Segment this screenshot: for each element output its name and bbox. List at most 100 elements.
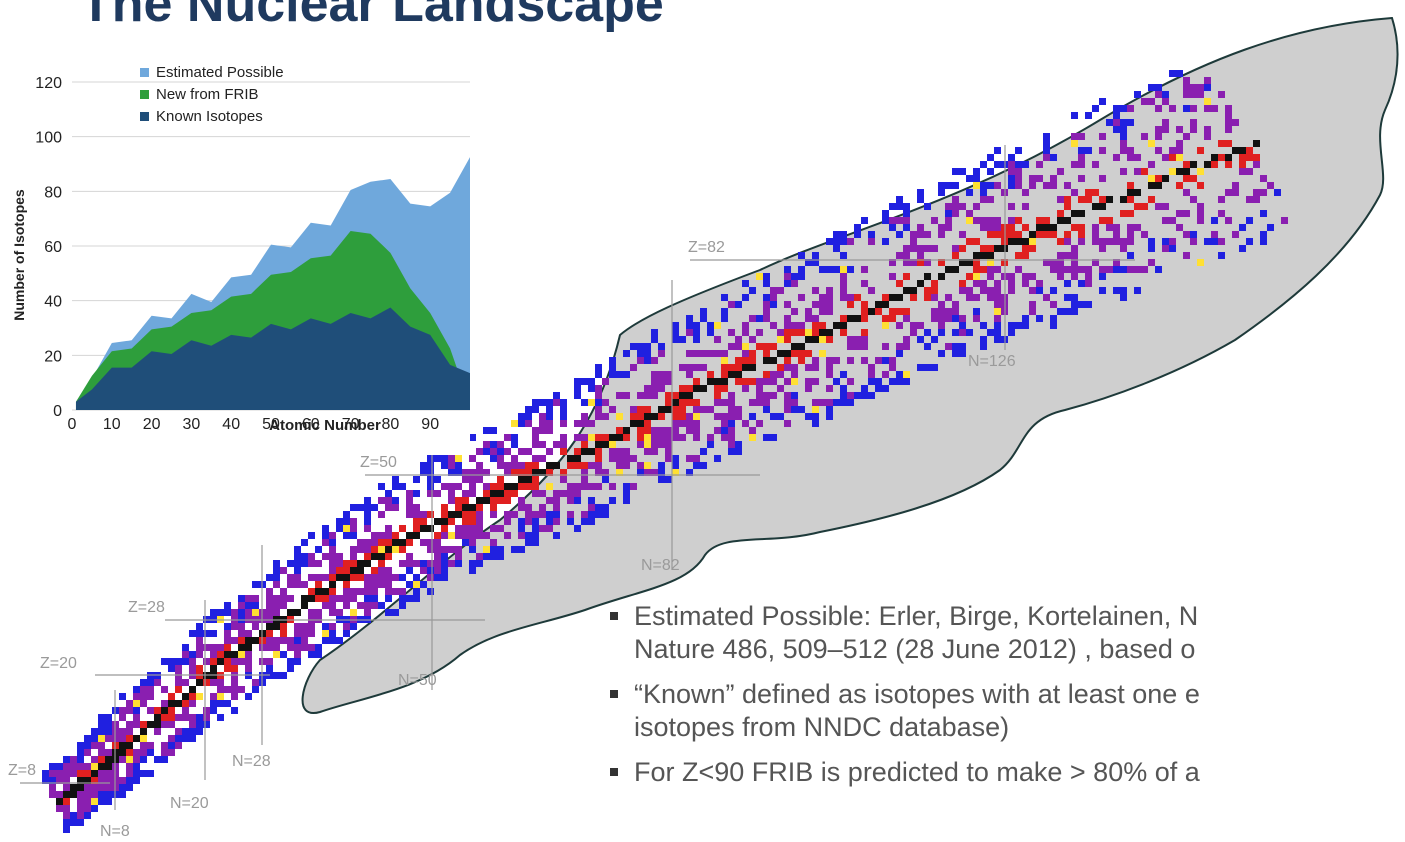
stable-nuclide-cell [1036,224,1043,231]
nuclide-cell [427,574,434,581]
stable-nuclide-cell [651,413,658,420]
nuclide-cell [343,581,350,588]
nuclide-cell [105,784,112,791]
nuclide-cell [469,434,476,441]
nuclide-cell [616,413,623,420]
nuclide-cell [1211,217,1218,224]
nuclide-cell [434,455,441,462]
stable-nuclide-cell [371,553,378,560]
nuclide-cell [665,371,672,378]
nuclide-cell [931,287,938,294]
nuclide-cell [98,749,105,756]
inset-y-tick-label: 100 [35,130,62,147]
nuclide-cell [175,658,182,665]
nuclide-cell [476,462,483,469]
nuclide-cell [931,294,938,301]
stable-nuclide-cell [826,329,833,336]
nuclide-cell [371,504,378,511]
stable-nuclide-cell [385,546,392,553]
nuclide-cell [1246,147,1253,154]
nuclide-cell [294,567,301,574]
nuclide-cell [623,434,630,441]
nuclide-cell [294,623,301,630]
stable-nuclide-cell [581,448,588,455]
nuclide-cell [553,504,560,511]
nuclide-cell [1190,105,1197,112]
nuclide-cell [609,441,616,448]
nuclide-cell [1113,259,1120,266]
nuclide-cell [245,609,252,616]
nuclide-cell [973,168,980,175]
nuclide-cell [1008,203,1015,210]
nuclide-cell [819,308,826,315]
nuclide-cell [924,294,931,301]
nuclide-cell [441,567,448,574]
nuclide-cell [959,343,966,350]
nuclide-cell [1050,315,1057,322]
nuclide-cell [511,434,518,441]
nuclide-cell [847,357,854,364]
nuclide-cell [469,455,476,462]
nuclide-cell [735,357,742,364]
nuclide-cell [700,462,707,469]
stable-nuclide-cell [245,644,252,651]
nuclide-cell [329,546,336,553]
nuclide-cell [1155,175,1162,182]
nuclide-cell [364,518,371,525]
nuclide-cell [826,336,833,343]
nuclide-cell [1169,70,1176,77]
nuclide-cell [224,644,231,651]
nuclide-cell [987,245,994,252]
nuclide-cell [1127,238,1134,245]
nuclide-cell [1155,133,1162,140]
stable-nuclide-cell [966,259,973,266]
nuclide-cell [252,623,259,630]
nuclide-cell [1022,322,1029,329]
nuclide-cell [189,735,196,742]
nuclide-cell [315,581,322,588]
nuclide-cell [819,294,826,301]
nuclide-cell [903,203,910,210]
nuclide-cell [196,644,203,651]
nuclide-cell [826,238,833,245]
nuclide-cell [889,217,896,224]
stable-nuclide-cell [1148,182,1155,189]
nuclide-cell [532,483,539,490]
note-line: isotopes from NNDC database) [634,712,1010,742]
nuclide-cell [126,721,133,728]
nuclide-cell [945,224,952,231]
stable-nuclide-cell [140,728,147,735]
nuclide-cell [1071,266,1078,273]
nuclide-cell [329,595,336,602]
nuclide-cell [651,357,658,364]
nuclide-cell [525,413,532,420]
nuclide-cell [749,287,756,294]
nuclide-cell [1190,196,1197,203]
nuclide-cell [903,378,910,385]
nuclide-cell [168,721,175,728]
stable-nuclide-cell [567,455,574,462]
stable-nuclide-cell [819,329,826,336]
nuclide-cell [910,259,917,266]
nuclide-cell [945,308,952,315]
nuclide-cell [1183,77,1190,84]
nuclide-cell [1078,147,1085,154]
nuclide-cell [497,455,504,462]
nuclide-cell [973,308,980,315]
nuclide-cell [1141,133,1148,140]
nuclide-cell [364,595,371,602]
nuclide-cell [672,322,679,329]
nuclide-cell [882,294,889,301]
nuclide-cell [658,462,665,469]
nuclide-cell [469,560,476,567]
nuclide-cell [140,742,147,749]
nuclide-cell [637,469,644,476]
nuclide-cell [350,518,357,525]
nuclide-cell [336,567,343,574]
nuclide-cell [903,252,910,259]
nuclide-cell [147,693,154,700]
stable-nuclide-cell [154,714,161,721]
nuclide-cell [714,413,721,420]
nuclide-cell [301,539,308,546]
